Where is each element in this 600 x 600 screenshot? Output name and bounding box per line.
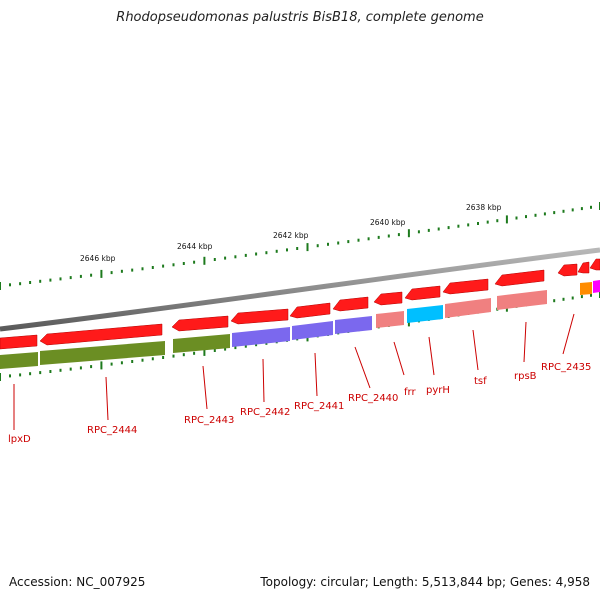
gene-label-RPC_2444[interactable]: RPC_2444 [87,425,137,436]
scale-label-2638: 2638 kbp [466,203,502,212]
leader-RPC_2440 [354,346,371,389]
gene-arrow-RPC_2440[interactable] [332,296,369,312]
gene-label-rpsB[interactable]: rpsB [514,371,537,382]
gene-label-RPC_2443[interactable]: RPC_2443 [184,415,234,426]
cog-box-frr [376,311,404,328]
scale-label-2642: 2642 kbp [273,231,309,240]
leader-frr [393,341,405,376]
cog-box-RPC_2442 [232,327,290,347]
cog-box-tsf [445,298,491,318]
gene-arrows [0,258,600,350]
gene-arrow-RPC_2435-b[interactable] [577,261,590,274]
gene-arrow-RPC_2435-a[interactable] [557,263,578,277]
gene-arrow-tsf[interactable] [442,278,489,295]
gene-label-pyrH[interactable]: pyrH [426,385,450,396]
leader-pyrH [428,336,435,376]
gene-label-RPC_2442[interactable]: RPC_2442 [240,407,290,418]
gene-label-RPC_2435[interactable]: RPC_2435 [541,362,591,373]
gene-arrow-lpxD[interactable] [0,334,38,350]
cog-box-RPC_2441 [292,321,333,340]
gene-arrow-rpsB[interactable] [494,269,545,287]
gene-arrow-RPC_2444[interactable] [39,323,163,346]
gene-arrow-RPC_2435-c[interactable] [589,258,600,271]
gene-arrow-RPC_2442[interactable] [230,308,289,325]
gene-arrow-RPC_2443[interactable] [171,315,229,332]
gene-labels: lpxD RPC_2444 RPC_2443 RPC_2442 RPC_2441… [8,362,591,445]
leader-RPC_2435 [562,313,575,355]
cog-box-RPC_2443 [173,334,230,353]
gene-arrow-RPC_2441[interactable] [289,302,331,319]
leader-rpsB [523,321,527,363]
cog-box-RPC_2440 [335,316,372,334]
cog-box-rpsB [497,290,547,310]
gene-label-lpxD[interactable]: lpxD [8,434,31,445]
genome-backbone [0,247,600,332]
scale-label-2646: 2646 kbp [80,254,116,263]
cog-box-RPC_2435-b [593,280,600,293]
leader-RPC_2441 [314,352,318,397]
gene-leader-lines [13,313,575,430]
gene-arrow-frr[interactable] [373,291,403,306]
gene-label-tsf[interactable]: tsf [474,376,487,387]
gene-label-frr[interactable]: frr [404,387,416,398]
scale-label-2640: 2640 kbp [370,218,406,227]
scale-label-2644: 2644 kbp [177,242,213,251]
genome-summary-text: Topology: circular; Length: 5,513,844 bp… [260,575,590,589]
gene-arrow-pyrH[interactable] [404,285,441,301]
cog-box-pyrH [407,305,443,323]
leader-tsf [472,329,479,371]
leader-RPC_2444 [105,376,109,421]
cog-box-RPC_2444 [40,341,165,365]
leader-RPC_2443 [202,365,208,410]
accession-text: Accession: NC_007925 [9,575,146,589]
leader-RPC_2442 [262,358,265,403]
cog-box-RPC_2435-a [580,282,592,295]
map-title: Rhodopseudomonas palustris BisB18, compl… [116,10,484,25]
cog-boxes [0,280,600,369]
gene-label-RPC_2441[interactable]: RPC_2441 [294,401,344,412]
cog-box-lpxD [0,352,38,369]
gene-label-RPC_2440[interactable]: RPC_2440 [348,393,398,404]
